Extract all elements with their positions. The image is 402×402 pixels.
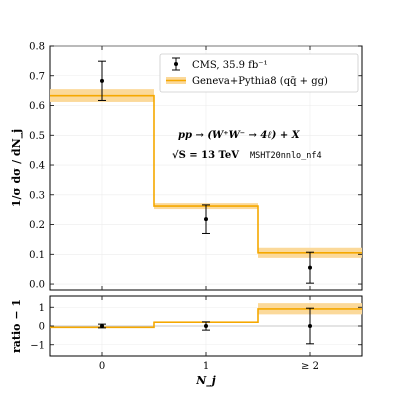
- x-tick-label: ≥ 2: [301, 361, 319, 372]
- y-tick-label: 0.8: [29, 42, 45, 53]
- pdf-annotation: MSHT20nnlo_nf4: [250, 151, 322, 161]
- data-point: [98, 323, 106, 329]
- data-marker: [100, 78, 104, 83]
- main-x-ticks: [101, 46, 311, 290]
- legend-marker-prediction: [166, 77, 186, 84]
- data-point: [202, 321, 210, 331]
- data-point: [98, 60, 106, 101]
- y-tick-label: 0.7: [29, 71, 45, 82]
- data-marker: [204, 217, 208, 222]
- x-tick-label: 1: [203, 361, 209, 372]
- legend-box: [159, 53, 359, 93]
- legend-label-data: CMS, 35.9 fb⁻¹: [192, 60, 268, 71]
- energy-annotation: √S = 13 TeV: [172, 149, 239, 161]
- x-axis-label: N_j: [195, 374, 216, 388]
- ratio-x-ticks: 0 1 ≥ 2: [99, 296, 319, 372]
- main-panel: 0.0 0.1 0.2 0.3 0.4 0.5 0.6 0.7 0.8: [29, 42, 363, 291]
- x-tick-label: 0: [99, 361, 105, 372]
- y-tick-label: 0: [39, 322, 45, 333]
- process-annotation: pp → (W⁺W⁻ → 4ℓ) + X: [178, 130, 301, 141]
- main-y-axis-label: 1/σ dσ / dN_j: [10, 129, 24, 207]
- main-y-ticks: 0.0 0.1 0.2 0.3 0.4 0.5 0.6 0.7 0.8: [29, 42, 362, 291]
- y-tick-label: 0.1: [29, 250, 45, 261]
- data-marker: [308, 265, 312, 270]
- data-marker: [308, 324, 312, 328]
- ratio-data-points: [98, 307, 314, 345]
- ratio-panel: −1 0 1 0 1 ≥ 2: [30, 295, 363, 372]
- main-data-points: [98, 60, 314, 284]
- ratio-y-ticks: −1 0 1: [30, 303, 362, 351]
- data-marker: [100, 324, 104, 328]
- y-tick-label: 1: [39, 303, 45, 314]
- data-marker: [204, 324, 208, 328]
- y-tick-label: 0.3: [29, 190, 45, 201]
- y-tick-label: 0.5: [29, 131, 45, 142]
- y-tick-label: −1: [30, 340, 45, 351]
- legend: CMS, 35.9 fb⁻¹ Geneva+Pythia8 (qq̄ + gg): [159, 53, 359, 93]
- y-tick-label: 0.4: [29, 161, 45, 172]
- data-point: [306, 251, 314, 284]
- y-tick-label: 0.6: [29, 101, 45, 112]
- y-tick-label: 0.2: [29, 220, 45, 231]
- data-point: [306, 307, 314, 345]
- legend-marker-data: [172, 57, 180, 71]
- ratio-y-axis-label: ratio − 1: [10, 299, 23, 353]
- legend-label-prediction: Geneva+Pythia8 (qq̄ + gg): [192, 76, 328, 87]
- y-tick-label: 0.0: [29, 280, 45, 291]
- data-point: [202, 204, 210, 234]
